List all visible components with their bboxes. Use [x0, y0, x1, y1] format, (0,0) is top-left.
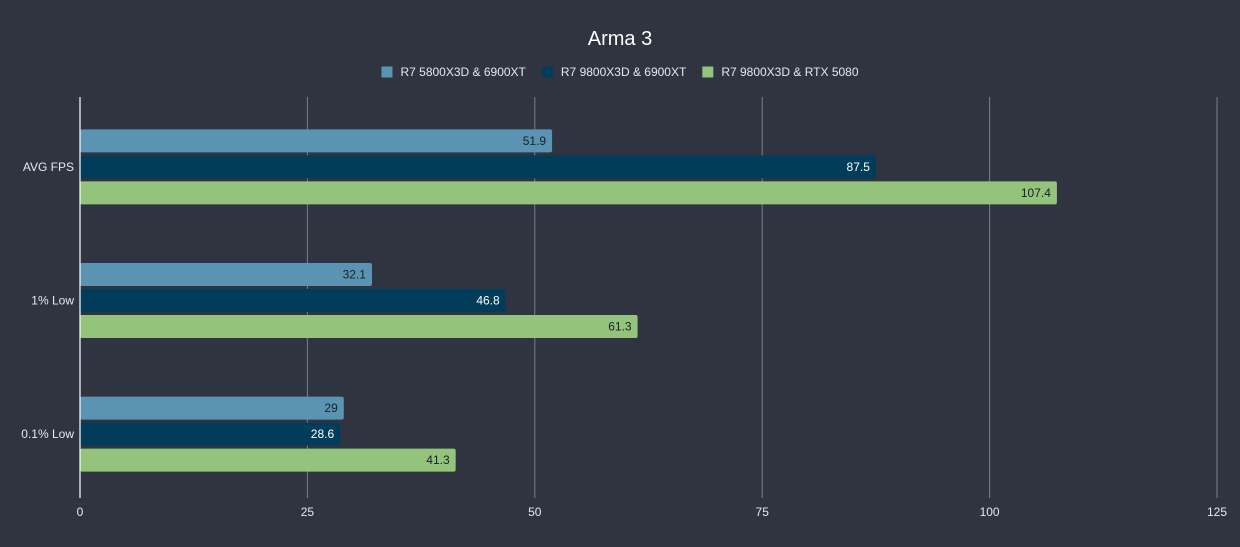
bar — [80, 155, 876, 179]
legend-item[interactable]: R7 9800X3D & 6900XT — [541, 65, 687, 79]
bar-value-label: 32.1 — [343, 268, 367, 282]
bars — [80, 129, 1057, 472]
bar-value-label: 28.6 — [311, 427, 335, 441]
bar-value-label: 87.5 — [847, 160, 871, 174]
legend-item[interactable]: R7 5800X3D & 6900XT — [381, 65, 527, 79]
bar — [80, 129, 553, 153]
legend-swatch — [381, 66, 393, 78]
chart-title: Arma 3 — [588, 28, 652, 50]
legend-label: R7 9800X3D & RTX 5080 — [721, 65, 859, 79]
bar-value-label: 51.9 — [523, 134, 547, 148]
legend-label: R7 5800X3D & 6900XT — [400, 65, 526, 79]
bar — [80, 315, 638, 338]
bar-value-label: 29 — [324, 401, 338, 415]
legend: R7 5800X3D & 6900XT R7 9800X3D & 6900XT R7… — [381, 65, 859, 79]
category-label: AVG FPS — [23, 160, 74, 174]
bar-value-label: 107.4 — [1021, 186, 1051, 200]
y-axis: AVG FPS 1% Low 0.1% Low — [21, 97, 81, 498]
x-tick-label: 0 — [77, 505, 84, 519]
bar — [80, 181, 1057, 205]
category-label: 1% Low — [31, 294, 74, 308]
legend-swatch — [541, 66, 553, 78]
bar — [80, 448, 456, 472]
bar — [80, 289, 506, 312]
bar-value-label: 46.8 — [476, 294, 500, 308]
bar-value-label: 41.3 — [426, 453, 450, 467]
x-tick-label: 100 — [980, 505, 1000, 519]
bar-value-label: 61.3 — [608, 320, 632, 334]
value-labels: 51.9 87.5 107.4 32.1 46.8 61.3 29 28.6 41.3 — [311, 134, 1051, 467]
x-tick-label: 75 — [756, 505, 770, 519]
category-label: 0.1% Low — [21, 427, 74, 441]
x-axis: 0 25 50 75 100 125 — [77, 505, 1228, 519]
x-tick-label: 125 — [1207, 505, 1227, 519]
x-tick-label: 25 — [301, 505, 315, 519]
x-tick-label: 50 — [528, 505, 542, 519]
bar — [80, 422, 341, 446]
legend-swatch — [702, 66, 714, 78]
bar — [80, 263, 372, 286]
legend-item[interactable]: R7 9800X3D & RTX 5080 — [702, 65, 859, 79]
bar — [80, 396, 344, 420]
legend-label: R7 9800X3D & 6900XT — [561, 65, 687, 79]
